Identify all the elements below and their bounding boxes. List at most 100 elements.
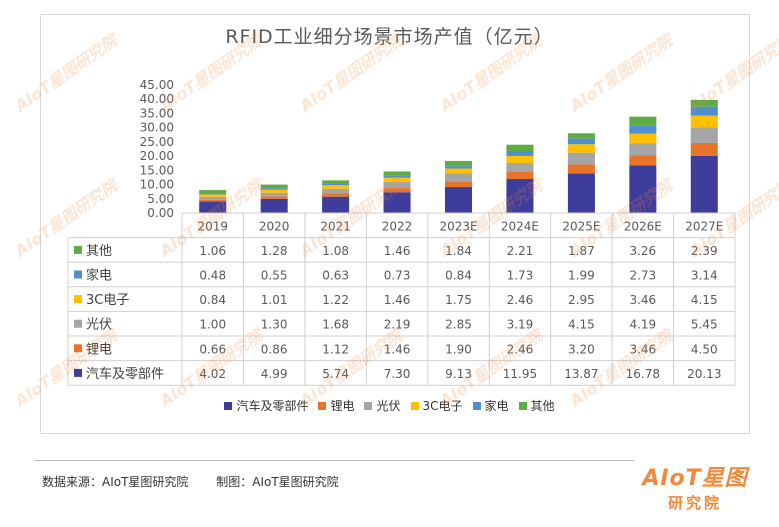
bar-segment: [629, 125, 657, 134]
table-series-name: 3C电子: [86, 293, 129, 308]
data-label: 0.55: [261, 269, 288, 283]
data-label: 0.84: [199, 293, 226, 307]
table-series-name: 家电: [86, 268, 112, 284]
legend-swatch: [410, 402, 419, 410]
data-label: 4.19: [629, 318, 656, 332]
bar-segment: [260, 198, 288, 213]
bar-segment: [629, 133, 657, 144]
category-label: 2024E: [501, 219, 539, 233]
bar-segment: [383, 175, 411, 178]
table-series-swatch: [74, 368, 82, 377]
bar-segment: [260, 196, 288, 199]
legend-label: 其他: [530, 399, 555, 413]
data-label: 1.87: [568, 244, 595, 258]
brand-logo: AIoT星图 研究院: [640, 460, 750, 513]
data-label: 3.26: [629, 244, 656, 258]
bar-segment: [567, 164, 595, 174]
y-tick-label: 20.00: [140, 149, 174, 163]
data-label: 1.06: [199, 244, 226, 258]
category-label: 2020: [259, 219, 290, 233]
bar-segment: [322, 196, 350, 213]
y-tick-label: 45.00: [140, 78, 174, 92]
data-label: 3.14: [691, 269, 718, 283]
bar-segment: [199, 193, 227, 195]
data-label: 1.84: [445, 244, 472, 258]
legend-swatch: [224, 402, 233, 410]
data-label: 1.00: [199, 318, 226, 332]
table-series-swatch: [74, 319, 82, 328]
footer: 数据来源：AIoT星图研究院 制图：AIoT星图研究院: [42, 473, 363, 490]
bar-segment: [690, 142, 718, 156]
legend-swatch: [364, 402, 373, 410]
y-tick-label: 40.00: [140, 92, 174, 106]
bar-segment: [199, 196, 227, 200]
bar-segment: [629, 116, 657, 126]
legend-swatch: [518, 402, 527, 410]
bar-segment: [567, 152, 595, 165]
bar-segment: [629, 165, 657, 213]
data-label: 2.73: [629, 269, 656, 283]
data-label: 3.46: [629, 342, 656, 356]
bar-segment: [383, 177, 411, 182]
data-label: 1.22: [322, 293, 349, 307]
data-label: 16.78: [626, 367, 660, 381]
data-label: 9.13: [445, 367, 472, 381]
data-label: 0.84: [445, 269, 472, 283]
bar-segment: [506, 162, 534, 173]
legend-item: 光伏: [364, 397, 401, 414]
data-label: 13.87: [564, 367, 598, 381]
bar-segment: [444, 166, 473, 169]
bar-segment: [444, 160, 473, 167]
data-label: 2.85: [445, 318, 472, 332]
data-label: 1.75: [445, 293, 472, 307]
bar-segment: [506, 151, 534, 156]
bar-segment: [383, 181, 411, 189]
footer-maker: 制图：AIoT星图研究院: [216, 475, 339, 489]
y-tick-label: 15.00: [140, 163, 174, 177]
bar-segment: [322, 188, 350, 194]
bar-segment: [690, 155, 718, 213]
y-tick-label: 35.00: [140, 106, 174, 120]
legend-swatch: [472, 402, 481, 410]
chart-title: RFID工业细分场景市场产值（亿元）: [225, 26, 554, 48]
bar-segment: [383, 188, 411, 193]
table-series-name: 锂电: [86, 342, 112, 357]
data-label: 4.99: [261, 367, 288, 381]
category-label: 2027E: [685, 219, 723, 233]
brand-logo-text: AIoT星图: [642, 466, 748, 491]
bar-segment: [322, 180, 350, 184]
bar-segment: [567, 173, 595, 213]
legend-item: 其他: [518, 397, 555, 414]
bar-segment: [506, 144, 534, 152]
data-label: 20.13: [687, 367, 721, 381]
category-label: 2021: [320, 219, 351, 233]
y-tick-label: 30.00: [140, 121, 174, 135]
data-label: 1.90: [445, 342, 472, 356]
legend-item: 锂电: [318, 397, 354, 414]
bar-segment: [383, 192, 411, 213]
bar-segment: [567, 138, 595, 145]
data-label: 4.15: [568, 318, 595, 332]
bar-segment: [322, 183, 350, 186]
category-label: 2025E: [562, 219, 600, 233]
legend-label: 家电: [484, 399, 509, 413]
bar-segment: [199, 201, 227, 213]
legend-swatch: [318, 402, 327, 410]
y-tick-label: 5.00: [147, 192, 174, 206]
data-label: 3.19: [507, 318, 534, 332]
data-label: 2.19: [384, 318, 411, 332]
table-series-name: 光伏: [86, 318, 112, 333]
chart-frame: [40, 14, 750, 434]
table-series-name: 汽车及零部件: [86, 366, 164, 382]
data-label: 2.95: [568, 293, 595, 307]
chart-legend: 汽车及零部件 锂电 光伏 3C电子 家电 其他: [0, 397, 779, 414]
table-series-swatch: [74, 270, 82, 279]
bar-segment: [567, 144, 595, 153]
bar-segment: [690, 115, 718, 128]
category-label: 2023E: [439, 219, 477, 233]
bar-segment: [199, 199, 227, 202]
y-tick-label: 10.00: [140, 178, 174, 192]
bar-segment: [629, 143, 657, 156]
data-label: 1.28: [261, 244, 288, 258]
